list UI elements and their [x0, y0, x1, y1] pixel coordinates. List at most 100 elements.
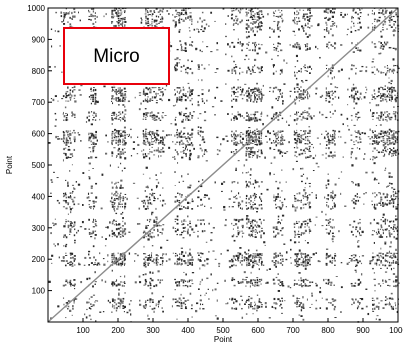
recurrence-point [254, 260, 256, 263]
recurrence-point [62, 284, 65, 287]
recurrence-point [249, 153, 252, 156]
recurrence-point [178, 135, 181, 138]
recurrence-point [374, 97, 377, 100]
recurrence-point [174, 262, 176, 265]
recurrence-point [354, 298, 357, 301]
recurrence-point [182, 115, 186, 117]
recurrence-point [302, 167, 304, 170]
recurrence-point [92, 146, 95, 148]
recurrence-point [157, 261, 159, 264]
recurrence-point [120, 301, 123, 303]
recurrence-point [372, 96, 375, 98]
recurrence-point [298, 135, 300, 138]
recurrence-point [330, 25, 333, 27]
recurrence-point [358, 17, 361, 20]
recurrence-point [118, 100, 120, 102]
recurrence-point [189, 220, 191, 222]
recurrence-point [231, 235, 234, 238]
recurrence-point [304, 111, 307, 113]
recurrence-point [355, 44, 357, 46]
recurrence-point [333, 226, 335, 229]
recurrence-point [333, 11, 336, 14]
recurrence-point [325, 298, 328, 301]
recurrence-point [296, 263, 300, 266]
recurrence-point [258, 98, 260, 100]
recurrence-point [332, 218, 334, 221]
recurrence-point [130, 155, 133, 157]
recurrence-point [120, 264, 123, 267]
recurrence-point [300, 277, 302, 280]
recurrence-point [134, 260, 136, 262]
recurrence-point [199, 281, 202, 283]
recurrence-point [90, 207, 92, 209]
recurrence-point [333, 284, 335, 286]
recurrence-point [147, 314, 149, 317]
recurrence-point [69, 141, 72, 145]
recurrence-point [189, 36, 191, 38]
recurrence-point [111, 143, 113, 146]
recurrence-point [117, 133, 120, 136]
recurrence-point [117, 135, 119, 138]
recurrence-point [153, 90, 155, 93]
recurrence-point [118, 111, 120, 114]
recurrence-point [281, 143, 284, 146]
recurrence-point [305, 79, 308, 82]
recurrence-point [258, 94, 261, 96]
recurrence-point [346, 262, 349, 266]
recurrence-point [379, 132, 382, 136]
recurrence-point [153, 221, 156, 223]
recurrence-point [380, 260, 382, 263]
recurrence-point [304, 64, 306, 66]
recurrence-point [155, 284, 158, 287]
recurrence-point [271, 28, 273, 30]
recurrence-point [69, 170, 71, 172]
recurrence-point [260, 21, 262, 24]
recurrence-point [321, 133, 323, 135]
recurrence-point [258, 67, 260, 70]
recurrence-point [60, 15, 63, 18]
recurrence-point [378, 264, 381, 266]
recurrence-point [62, 258, 65, 259]
recurrence-point [189, 134, 191, 136]
recurrence-point [145, 116, 147, 118]
recurrence-point [71, 192, 73, 194]
recurrence-point [300, 283, 302, 285]
recurrence-point [230, 299, 233, 301]
recurrence-point [124, 193, 127, 195]
recurrence-point [394, 112, 396, 116]
recurrence-point [147, 96, 149, 98]
recurrence-point [111, 15, 114, 19]
recurrence-point [279, 196, 281, 198]
recurrence-point [184, 94, 187, 98]
recurrence-point [119, 254, 122, 257]
recurrence-point [161, 204, 164, 207]
recurrence-point [235, 194, 237, 196]
recurrence-point [145, 144, 147, 146]
recurrence-point [390, 94, 393, 97]
recurrence-point [67, 181, 69, 184]
recurrence-point [272, 226, 275, 229]
recurrence-point [331, 238, 334, 241]
recurrence-point [90, 87, 92, 90]
recurrence-point [88, 119, 91, 122]
recurrence-point [382, 131, 385, 135]
recurrence-point [108, 234, 111, 237]
recurrence-point [325, 11, 328, 13]
recurrence-point [187, 258, 189, 261]
recurrence-point [128, 133, 130, 137]
recurrence-point [143, 115, 145, 118]
recurrence-point [111, 269, 113, 272]
recurrence-point [78, 262, 80, 265]
recurrence-point [391, 137, 394, 140]
recurrence-point [54, 30, 56, 32]
recurrence-point [254, 231, 257, 233]
recurrence-point [332, 7, 334, 10]
recurrence-point [191, 144, 194, 147]
recurrence-point [372, 158, 374, 161]
recurrence-point [293, 45, 296, 48]
recurrence-point [374, 130, 376, 132]
recurrence-point [373, 66, 376, 68]
recurrence-point [237, 257, 239, 261]
recurrence-point [67, 308, 69, 310]
recurrence-point [294, 260, 297, 263]
